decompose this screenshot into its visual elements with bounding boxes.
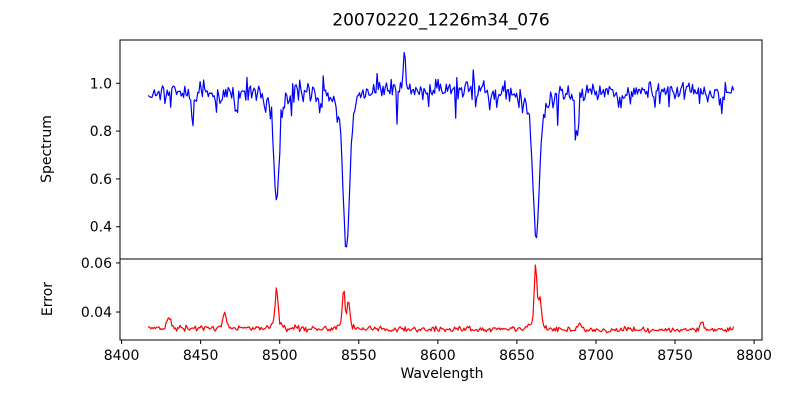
error-line <box>147 264 735 334</box>
x-tick-label: 8550 <box>341 348 377 364</box>
spectrum-panel-frame <box>119 39 763 260</box>
x-tick-label: 8650 <box>499 348 535 364</box>
spectrum-line <box>147 51 735 248</box>
spectrum-y-tick-label: 0.4 <box>90 220 112 236</box>
x-tick-label: 8450 <box>183 348 219 364</box>
x-axis-label: Wavelength <box>400 366 484 382</box>
spectrum-y-tick-label: 0.6 <box>90 172 112 188</box>
spectrum-y-tick-label: 0.8 <box>90 124 112 140</box>
chart-title: 20070220_1226m34_076 <box>332 10 550 31</box>
error-y-tick-label: 0.06 <box>81 256 112 272</box>
error-panel-frame <box>119 258 763 341</box>
x-tick-label: 8600 <box>420 348 456 364</box>
x-tick-label: 8750 <box>657 348 693 364</box>
error-y-tick-label: 0.04 <box>81 305 112 321</box>
spectrum-y-tick-label: 1.0 <box>90 76 112 92</box>
x-tick-label: 8500 <box>262 348 298 364</box>
x-tick-label: 8800 <box>736 348 772 364</box>
x-tick-label: 8400 <box>104 348 140 364</box>
x-tick-label: 8700 <box>578 348 614 364</box>
